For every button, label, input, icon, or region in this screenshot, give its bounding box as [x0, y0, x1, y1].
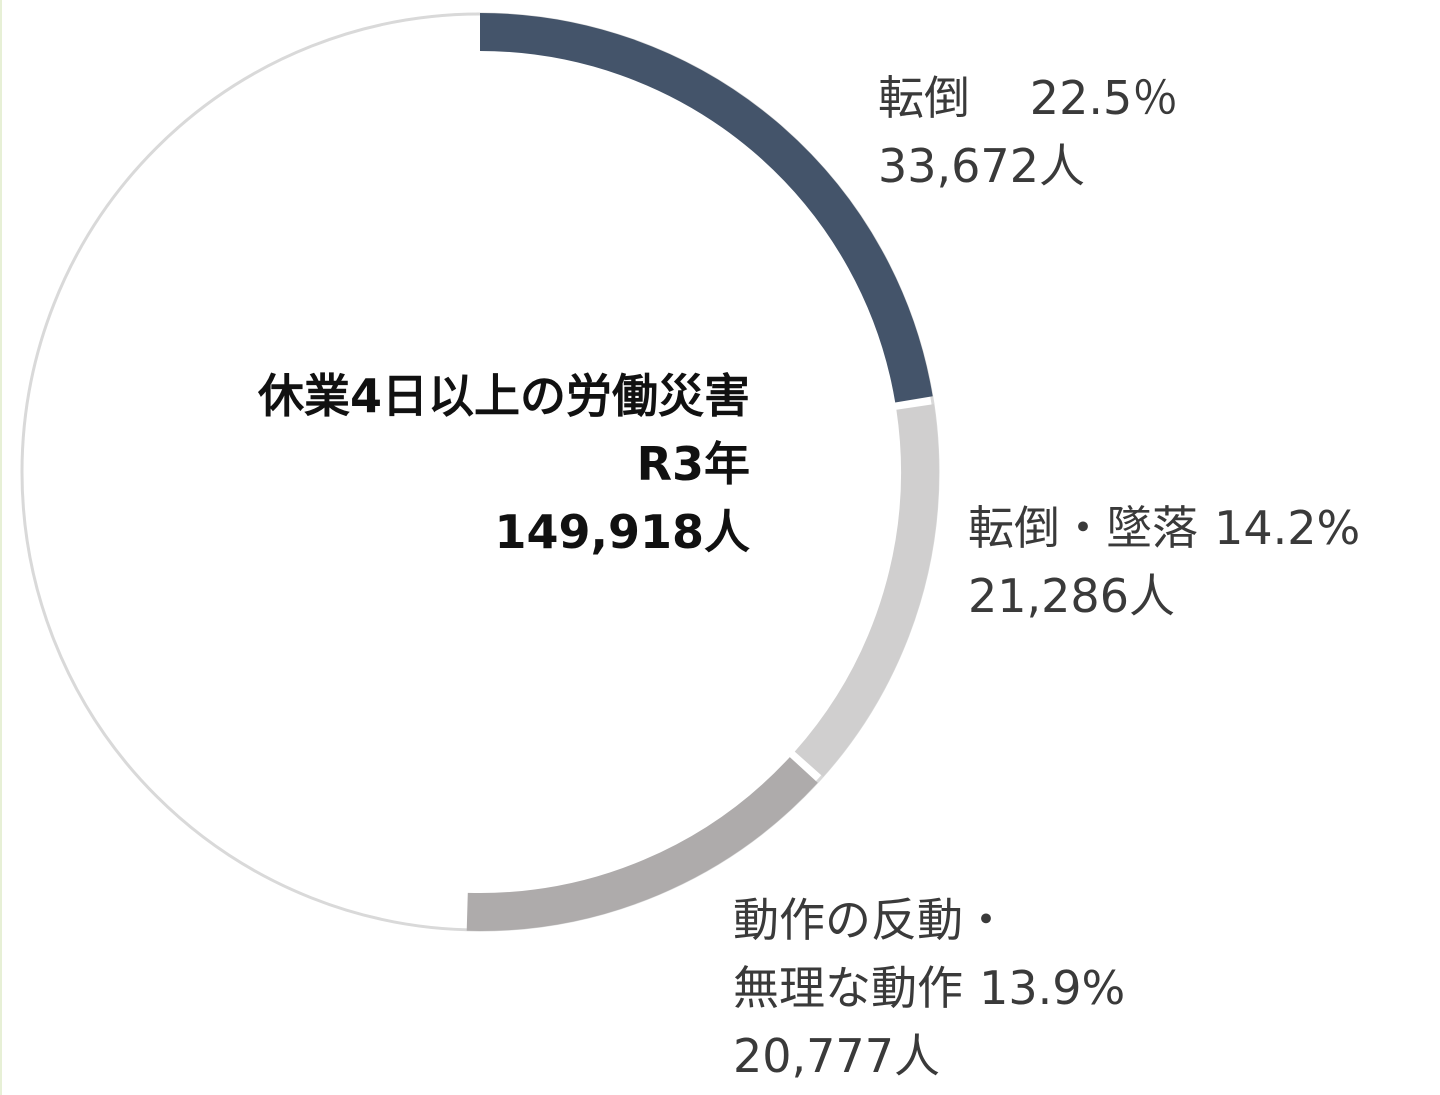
segment-label-motion-title: 無理な動作 13.9%	[733, 954, 1125, 1022]
segment-label-fall-drop-title: 転倒・墜落 14.2%	[968, 494, 1360, 562]
segment-label-fall-title: 転倒 22.5％	[878, 64, 1178, 132]
segment-percent: 22.5％	[1029, 71, 1179, 125]
segment-count-text: 33,672人	[878, 139, 1085, 193]
segment-name-part2: 無理な動作	[733, 961, 963, 1015]
donut-chart	[20, 12, 940, 932]
segment-count: 20,777人	[733, 1022, 1125, 1090]
center-year: R3年	[636, 437, 750, 491]
segment-name-line1: 動作の反動・	[733, 886, 1125, 954]
segment-label-fall-drop: 転倒・墜落 14.2% 21,286人	[968, 494, 1360, 630]
segment-label-motion: 動作の反動・ 無理な動作 13.9% 20,777人	[733, 886, 1125, 1090]
segment-percent: 13.9%	[979, 961, 1126, 1015]
page-edge	[0, 0, 2, 1095]
segment-count: 21,286人	[968, 562, 1360, 630]
donut-segment-fall	[479, 13, 933, 403]
segment-count-text: 20,777人	[733, 1029, 940, 1083]
donut-segment-motion	[466, 757, 818, 931]
center-summary: 休業4日以上の労働災害 R3年 149,918人	[258, 362, 750, 566]
center-title: 休業4日以上の労働災害	[257, 369, 750, 423]
segment-name: 転倒・墜落	[968, 501, 1198, 555]
donut-segment-fall-drop	[794, 404, 939, 777]
segment-name-part1: 動作の反動・	[733, 893, 1009, 947]
segment-name: 転倒	[878, 71, 970, 125]
segment-count: 33,672人	[878, 132, 1178, 200]
segment-count-text: 21,286人	[968, 569, 1175, 623]
donut-segments	[466, 13, 939, 931]
center-total: 149,918人	[494, 505, 750, 559]
segment-label-fall: 転倒 22.5％ 33,672人	[878, 64, 1178, 200]
segment-percent: 14.2%	[1214, 501, 1361, 555]
